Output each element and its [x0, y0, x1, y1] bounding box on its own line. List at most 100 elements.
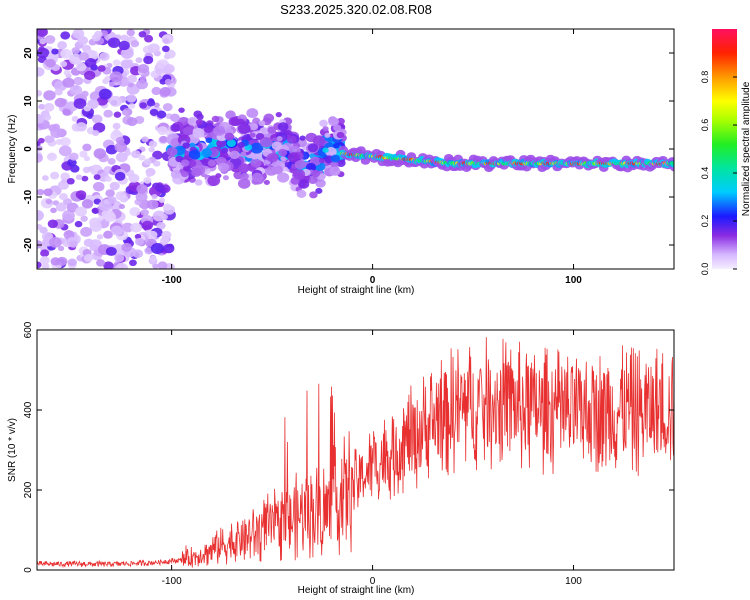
- spectrogram-cell: [196, 113, 204, 120]
- spectrogram-cell: [329, 166, 341, 176]
- spectrogram-cell: [128, 173, 140, 183]
- y-tick-label: 200: [23, 481, 34, 498]
- spectrogram-cell: [183, 165, 191, 172]
- spectrogram-x-ticks: -100 0 100: [162, 29, 582, 286]
- spectrogram-cell: [237, 141, 245, 148]
- colorbar-tick-label: 0.6: [700, 119, 710, 132]
- spectrogram-cell: [158, 197, 166, 203]
- spectrogram-cell: [191, 167, 202, 177]
- spectrogram-cell: [42, 175, 49, 181]
- colorbar-ticks: 0.0 0.2 0.4 0.6 0.8: [700, 71, 737, 276]
- spectrogram-cell: [44, 35, 56, 44]
- spectrogram-cell: [151, 86, 162, 96]
- spectrogram-cell: [37, 210, 44, 221]
- spectrogram-cell: [263, 179, 270, 185]
- spectrogram-cell: [224, 132, 235, 141]
- spectrogram-cell: [74, 206, 88, 217]
- spectrogram-cell: [153, 102, 160, 108]
- y-tick-label: 0: [23, 146, 34, 152]
- spectrogram-cell: [139, 102, 147, 109]
- spectrogram-cell: [157, 261, 168, 269]
- spectrogram-cell: [45, 58, 56, 68]
- spectrogram-cell: [48, 237, 62, 248]
- spectrogram-cell: [137, 63, 150, 74]
- spectrogram-cell: [238, 123, 251, 134]
- spectrogram-cell: [180, 159, 190, 167]
- spectrogram-cell: [166, 147, 178, 157]
- spectrogram-cell: [259, 136, 273, 148]
- spectrogram-cell: [75, 62, 87, 72]
- spectrogram-cell: [136, 79, 148, 90]
- spectrogram-cell: [149, 255, 157, 262]
- spectrogram-cell: [121, 242, 133, 252]
- x-tick-label: 0: [370, 576, 376, 587]
- spectrogram-cell: [37, 145, 43, 151]
- spectrogram-cell: [107, 196, 117, 204]
- spectrogram-cell: [103, 230, 113, 239]
- spectrogram-cell: [162, 38, 170, 44]
- spectrogram-cell: [671, 161, 674, 166]
- y-tick-label: 400: [23, 401, 34, 418]
- spectrogram-cell: [91, 33, 101, 42]
- spectrogram-cell: [157, 126, 168, 135]
- spectrogram-cell: [37, 67, 45, 77]
- spectrogram-cell: [114, 171, 126, 181]
- spectrogram-cell: [143, 176, 152, 184]
- colorbar-tick-label: 0.2: [700, 215, 710, 228]
- spectrogram-cell: [37, 261, 42, 269]
- spectrogram-cell: [37, 188, 45, 196]
- spectrogram-cell: [38, 103, 46, 110]
- spectrogram-cell: [322, 147, 329, 153]
- spectrogram-cell: [141, 136, 149, 143]
- spectrogram-cell: [46, 152, 58, 162]
- x-tick-label: 0: [370, 275, 376, 286]
- spectrogram-cell: [311, 170, 321, 178]
- spectrogram-cell: [105, 144, 118, 155]
- spectrogram-cell: [162, 103, 173, 112]
- spectrogram-cell: [336, 131, 345, 139]
- spectrogram-cell: [83, 155, 91, 162]
- spectrogram-cell: [146, 99, 156, 107]
- spectrogram-cell: [87, 99, 99, 109]
- spectrogram-cell: [129, 207, 141, 217]
- spectrogram-cell: [73, 98, 87, 109]
- spectrogram-y-label: Frequency (Hz): [7, 115, 18, 184]
- spectrogram-cell: [60, 172, 70, 181]
- spectrogram-cell: [84, 58, 97, 68]
- colorbar-tick-label: 0.0: [700, 263, 710, 276]
- spectrogram-cell: [109, 181, 120, 191]
- spectrogram-cell: [121, 109, 129, 116]
- spectrogram-cell: [107, 157, 116, 165]
- figure-title: S233.2025.320.02.08.R08: [280, 2, 432, 17]
- spectrogram-cell: [37, 137, 45, 144]
- spectrogram-cell: [71, 47, 80, 55]
- spectrogram-cell: [126, 94, 137, 103]
- spectrogram-cell: [216, 139, 227, 148]
- spectrogram-cell: [134, 237, 145, 246]
- spectrogram-cell: [163, 203, 172, 211]
- spectrogram-cell: [72, 85, 80, 91]
- spectrogram-cell: [60, 31, 71, 40]
- spectrogram-cell: [112, 122, 121, 130]
- colorbar-tick-label: 0.8: [700, 71, 710, 84]
- spectrogram-cell: [333, 142, 340, 149]
- spectrogram-cell: [74, 220, 83, 228]
- spectrogram-cell: [104, 176, 112, 182]
- spectrogram-x-label: Height of straight line (km): [298, 285, 415, 296]
- spectrogram-cell: [188, 149, 201, 160]
- spectrogram-cell: [103, 261, 114, 269]
- spectrogram-cell: [52, 123, 61, 131]
- spectrogram-cell: [105, 189, 115, 198]
- spectrogram-cell: [109, 71, 123, 83]
- spectrogram-cell: [128, 103, 136, 109]
- spectrogram-cell: [283, 161, 291, 168]
- spectrogram-cell: [58, 145, 72, 157]
- spectrogram-cell: [267, 126, 276, 134]
- spectrogram-cell: [308, 176, 318, 185]
- spectrogram-cell: [66, 177, 75, 185]
- spectrogram-cell: [41, 263, 50, 269]
- spectrogram-cell: [221, 147, 229, 154]
- spectrogram-cell: [98, 88, 112, 100]
- spectrogram-cell: [161, 68, 169, 74]
